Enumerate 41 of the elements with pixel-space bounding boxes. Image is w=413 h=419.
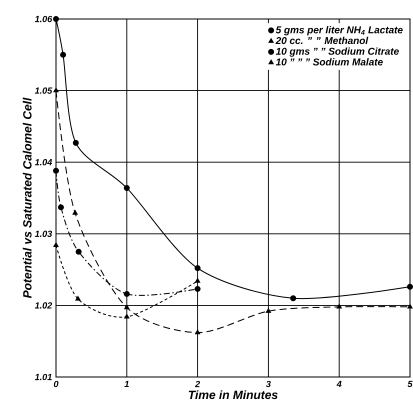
point [53, 168, 59, 174]
y-tick-label: 1.01 [34, 374, 52, 380]
point [72, 210, 78, 215]
point [124, 184, 130, 191]
x-tick-label: 0 [54, 380, 58, 388]
point [407, 304, 413, 309]
point [124, 314, 130, 319]
y-tick-label: 1.03 [34, 230, 52, 237]
point [53, 242, 59, 247]
y-tick-label: 1.02 [34, 302, 52, 309]
y-axis-title: Potential vs Saturated Calomel Cell [22, 97, 32, 298]
point [290, 295, 296, 302]
point [266, 308, 272, 313]
point [194, 265, 201, 272]
point [53, 88, 59, 92]
x-tick-label: 4 [336, 380, 342, 387]
y-tick-label: 1.05 [34, 87, 52, 94]
legend-label: 5 gms per liter NH$_{4}$ Lactate [276, 26, 403, 36]
point [124, 304, 130, 310]
point [407, 284, 413, 290]
point [60, 52, 66, 58]
point [58, 204, 64, 210]
point [75, 296, 81, 301]
legend-label: 10 gms ” ” Sodium Citrate [276, 47, 399, 57]
point [336, 304, 342, 309]
point [124, 290, 130, 297]
point [76, 248, 82, 255]
x-tick-label: 3 [266, 380, 271, 388]
point [72, 140, 79, 146]
point [194, 330, 200, 334]
point [53, 16, 59, 22]
point [194, 278, 200, 283]
x-tick-label: 5 [408, 380, 413, 388]
y-tick-label: 1.04 [34, 159, 52, 166]
legend-label: 10 ” ” ” Sodium Malate [276, 58, 383, 66]
point [194, 286, 201, 292]
x-axis-title: Time in Minutes [188, 390, 278, 400]
y-tick-label: 1.06 [34, 16, 52, 22]
x-tick-label: 2 [194, 380, 200, 388]
x-tick-label: 1 [124, 380, 129, 387]
legend-label: 20 cc. ” ” Methanol [276, 36, 368, 44]
